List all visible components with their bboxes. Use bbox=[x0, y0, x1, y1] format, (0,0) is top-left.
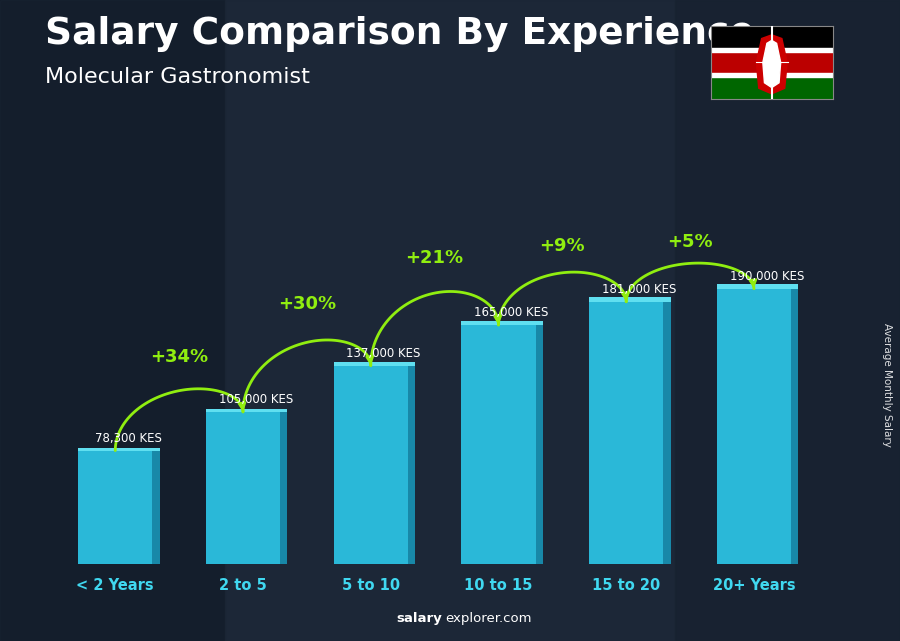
Polygon shape bbox=[590, 297, 670, 302]
Polygon shape bbox=[334, 362, 415, 365]
Polygon shape bbox=[206, 409, 287, 412]
Polygon shape bbox=[756, 35, 788, 94]
Bar bbox=[206, 412, 280, 564]
Text: salary: salary bbox=[396, 612, 442, 625]
Text: Molecular Gastronomist: Molecular Gastronomist bbox=[45, 67, 310, 87]
Polygon shape bbox=[536, 325, 543, 564]
Text: 165,000 KES: 165,000 KES bbox=[474, 306, 548, 319]
Bar bbox=[462, 325, 536, 564]
Bar bbox=[334, 365, 408, 564]
Text: +21%: +21% bbox=[406, 249, 464, 267]
Text: explorer.com: explorer.com bbox=[446, 612, 532, 625]
Bar bbox=[78, 451, 152, 564]
Bar bbox=[711, 73, 832, 77]
Bar bbox=[225, 0, 675, 641]
Text: +30%: +30% bbox=[278, 296, 336, 313]
Bar bbox=[711, 50, 832, 75]
Text: 181,000 KES: 181,000 KES bbox=[602, 283, 676, 296]
Bar bbox=[711, 26, 832, 50]
Bar bbox=[717, 288, 791, 564]
Text: Salary Comparison By Experience: Salary Comparison By Experience bbox=[45, 16, 755, 52]
Polygon shape bbox=[717, 284, 798, 288]
Polygon shape bbox=[763, 40, 780, 88]
Text: Average Monthly Salary: Average Monthly Salary bbox=[881, 322, 892, 447]
Text: 105,000 KES: 105,000 KES bbox=[219, 393, 292, 406]
Polygon shape bbox=[408, 365, 415, 564]
Bar bbox=[0, 0, 225, 641]
Polygon shape bbox=[152, 451, 159, 564]
Polygon shape bbox=[663, 302, 670, 564]
Polygon shape bbox=[78, 447, 159, 451]
Text: +9%: +9% bbox=[539, 237, 585, 255]
Bar bbox=[590, 302, 663, 564]
Polygon shape bbox=[462, 320, 543, 325]
Text: 78,300 KES: 78,300 KES bbox=[94, 432, 161, 445]
Text: 137,000 KES: 137,000 KES bbox=[346, 347, 420, 360]
Polygon shape bbox=[791, 288, 798, 564]
Polygon shape bbox=[280, 412, 287, 564]
Text: +34%: +34% bbox=[150, 347, 208, 365]
Bar bbox=[675, 0, 900, 641]
Bar bbox=[711, 75, 832, 99]
Text: 190,000 KES: 190,000 KES bbox=[730, 270, 804, 283]
Text: +5%: +5% bbox=[667, 233, 713, 251]
Bar bbox=[711, 48, 832, 52]
